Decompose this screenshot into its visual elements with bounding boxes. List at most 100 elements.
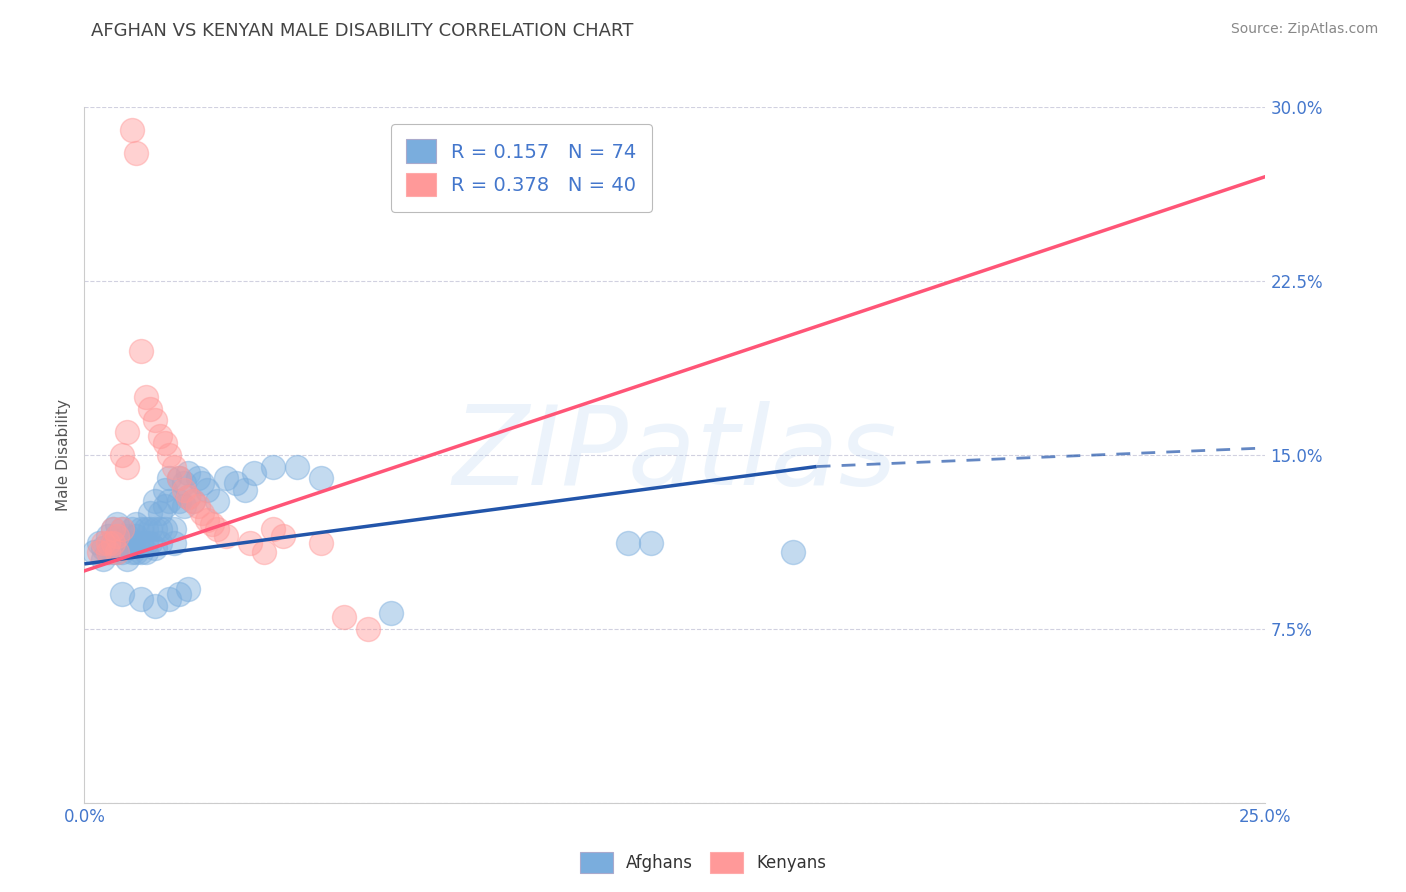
- Point: [115, 459, 138, 474]
- Point: [143, 522, 166, 536]
- Point: [83, 545, 105, 559]
- Point: [143, 494, 166, 508]
- Point: [97, 529, 120, 543]
- Point: [157, 494, 180, 508]
- Point: [129, 522, 152, 536]
- Point: [91, 552, 114, 566]
- Text: AFGHAN VS KENYAN MALE DISABILITY CORRELATION CHART: AFGHAN VS KENYAN MALE DISABILITY CORRELA…: [91, 22, 634, 40]
- Point: [191, 506, 214, 520]
- Point: [121, 545, 143, 559]
- Point: [177, 582, 200, 597]
- Point: [91, 541, 114, 555]
- Point: [115, 552, 138, 566]
- Text: Source: ZipAtlas.com: Source: ZipAtlas.com: [1230, 22, 1378, 37]
- Point: [333, 610, 356, 624]
- Point: [153, 499, 176, 513]
- Point: [153, 483, 176, 497]
- Point: [498, 169, 520, 184]
- Point: [139, 506, 162, 520]
- Point: [201, 517, 224, 532]
- Point: [149, 522, 172, 536]
- Point: [101, 545, 124, 559]
- Point: [121, 123, 143, 137]
- Point: [195, 513, 218, 527]
- Point: [167, 471, 190, 485]
- Point: [153, 522, 176, 536]
- Point: [357, 622, 380, 636]
- Legend: Afghans, Kenyans: Afghans, Kenyans: [572, 846, 834, 880]
- Point: [107, 545, 129, 559]
- Point: [191, 475, 214, 490]
- Point: [135, 536, 157, 550]
- Point: [167, 494, 190, 508]
- Point: [173, 483, 195, 497]
- Point: [97, 545, 120, 559]
- Point: [111, 587, 134, 601]
- Point: [121, 522, 143, 536]
- Point: [129, 545, 152, 559]
- Point: [101, 522, 124, 536]
- Point: [107, 529, 129, 543]
- Point: [782, 545, 804, 559]
- Point: [139, 522, 162, 536]
- Point: [135, 522, 157, 536]
- Point: [121, 536, 143, 550]
- Point: [215, 529, 238, 543]
- Point: [163, 459, 186, 474]
- Point: [125, 529, 148, 543]
- Point: [181, 494, 204, 508]
- Y-axis label: Male Disability: Male Disability: [56, 399, 72, 511]
- Point: [262, 522, 284, 536]
- Point: [285, 459, 308, 474]
- Point: [129, 591, 152, 606]
- Point: [167, 587, 190, 601]
- Point: [163, 522, 186, 536]
- Point: [177, 467, 200, 481]
- Point: [243, 467, 266, 481]
- Point: [107, 517, 129, 532]
- Point: [143, 599, 166, 613]
- Point: [640, 536, 662, 550]
- Point: [111, 536, 134, 550]
- Point: [239, 536, 262, 550]
- Point: [125, 545, 148, 559]
- Point: [163, 536, 186, 550]
- Point: [135, 390, 157, 404]
- Point: [181, 494, 204, 508]
- Point: [157, 591, 180, 606]
- Point: [107, 529, 129, 543]
- Point: [129, 536, 152, 550]
- Point: [167, 471, 190, 485]
- Point: [139, 401, 162, 416]
- Point: [205, 522, 228, 536]
- Point: [177, 490, 200, 504]
- Point: [205, 494, 228, 508]
- Point: [115, 529, 138, 543]
- Point: [101, 536, 124, 550]
- Point: [111, 522, 134, 536]
- Point: [157, 471, 180, 485]
- Point: [111, 545, 134, 559]
- Point: [101, 536, 124, 550]
- Point: [309, 471, 332, 485]
- Point: [262, 459, 284, 474]
- Point: [87, 545, 110, 559]
- Point: [309, 536, 332, 550]
- Point: [271, 529, 294, 543]
- Point: [149, 536, 172, 550]
- Point: [111, 522, 134, 536]
- Point: [215, 471, 238, 485]
- Point: [143, 413, 166, 427]
- Point: [173, 475, 195, 490]
- Point: [149, 506, 172, 520]
- Point: [187, 499, 209, 513]
- Point: [139, 536, 162, 550]
- Point: [153, 436, 176, 450]
- Point: [107, 545, 129, 559]
- Point: [616, 536, 638, 550]
- Legend: R = 0.157   N = 74, R = 0.378   N = 40: R = 0.157 N = 74, R = 0.378 N = 40: [391, 124, 652, 212]
- Point: [195, 483, 218, 497]
- Point: [233, 483, 256, 497]
- Point: [125, 146, 148, 161]
- Point: [115, 541, 138, 555]
